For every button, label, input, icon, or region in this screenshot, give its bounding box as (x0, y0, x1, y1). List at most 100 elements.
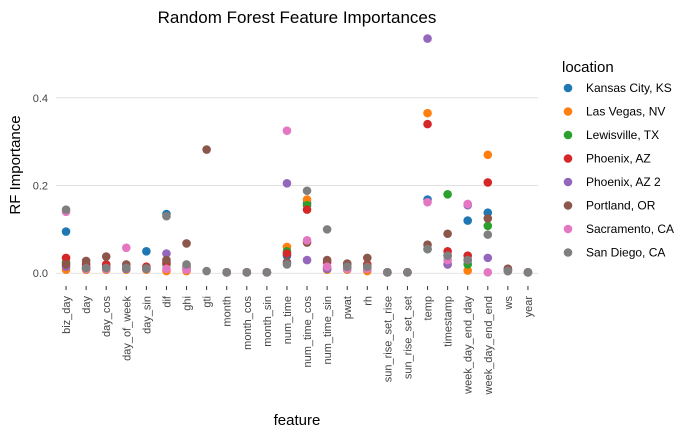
x-tick-label: ws (503, 296, 515, 311)
data-point (483, 214, 493, 223)
x-tick-label: timestamp (443, 296, 455, 347)
x-tick-label: day_of_week (121, 296, 133, 361)
data-point (463, 199, 473, 209)
legend-marker (563, 107, 573, 116)
data-point (242, 268, 252, 277)
data-point (463, 266, 473, 275)
data-point (202, 266, 211, 276)
data-point (121, 243, 131, 253)
data-point (162, 264, 171, 274)
x-tick-label: month_cos (242, 296, 254, 350)
data-point (202, 145, 211, 154)
x-tick-label: num_time (282, 296, 294, 344)
legend-marker (563, 177, 573, 187)
data-point (302, 205, 312, 214)
y-tick-label: 0.2 (33, 181, 48, 193)
data-point (142, 264, 151, 274)
chart-title: Random Forest Feature Importances (158, 8, 437, 27)
data-point (282, 179, 292, 188)
data-point (81, 263, 91, 273)
legend-label: Phoenix, AZ (586, 152, 651, 166)
data-point (222, 268, 232, 277)
legend: location Kansas City, KS Las Vegas, NV Lew… (562, 59, 674, 260)
x-tick-label: gti (202, 296, 214, 308)
x-tick-label: week_day_end_end (483, 296, 495, 395)
x-tick-label: month_sin (262, 296, 274, 347)
legend-label: Lewisville, TX (586, 128, 659, 142)
data-point (162, 255, 171, 265)
data-point (101, 252, 111, 261)
legend-marker (563, 248, 573, 257)
data-point (342, 262, 352, 271)
data-point (423, 34, 432, 43)
y-axis-ticks: 0.0 0.2 0.4 (33, 93, 48, 280)
legend-marker (563, 83, 573, 93)
x-tick-label: num_time_sin (322, 296, 334, 364)
x-axis-ticks: biz_day day day_cos day_of_week day_sin dif gh… (61, 286, 535, 395)
data-point (322, 255, 332, 265)
data-point (282, 249, 292, 258)
x-tick-label: day (81, 296, 93, 314)
x-tick-label: sun_rise_set_rise (382, 296, 394, 382)
data-point (423, 119, 432, 129)
data-point (503, 266, 513, 276)
data-point (483, 230, 493, 239)
data-point (443, 229, 452, 239)
data-point (61, 205, 71, 214)
legend-label: Kansas City, KS (586, 81, 672, 95)
data-point (61, 253, 71, 263)
data-point (162, 249, 171, 258)
data-point (322, 225, 332, 234)
data-point (362, 253, 372, 263)
data-point (483, 268, 493, 277)
data-point (81, 256, 91, 266)
data-point (443, 189, 452, 199)
x-tick-label: day_sin (141, 296, 153, 334)
data-point (162, 211, 171, 221)
data-point (463, 255, 473, 265)
data-point (61, 227, 71, 236)
data-points (61, 34, 533, 277)
data-point (302, 236, 312, 245)
x-axis-title: feature (274, 412, 321, 429)
x-tick-label: dif (161, 295, 173, 308)
data-point (443, 251, 452, 260)
data-point (282, 126, 292, 135)
data-point (403, 268, 412, 277)
x-tick-label: week_day_end_day (463, 296, 475, 395)
legend-marker (563, 130, 573, 140)
y-axis-title: RF Importance (7, 115, 24, 214)
data-point (61, 260, 71, 269)
data-point (121, 263, 131, 273)
legend-label: Phoenix, AZ 2 (586, 175, 661, 189)
x-tick-label: num_time_cos (302, 296, 314, 368)
legend-title: location (562, 59, 614, 76)
data-point (383, 268, 392, 277)
data-point (302, 255, 312, 265)
data-point (142, 246, 151, 256)
x-tick-label: year (523, 296, 535, 318)
legend-label: Portland, OR (586, 199, 656, 213)
legend-label: San Diego, CA (586, 246, 665, 260)
data-point (483, 253, 493, 263)
data-point (182, 260, 191, 269)
data-point (483, 221, 493, 231)
data-point (282, 260, 292, 269)
data-point (262, 268, 272, 277)
data-point (423, 244, 432, 254)
legend-label: Las Vegas, NV (586, 105, 665, 119)
x-tick-label: day_cos (101, 296, 113, 337)
data-point (302, 186, 312, 196)
legend-marker (563, 224, 573, 234)
x-tick-label: month (222, 296, 234, 327)
x-tick-label: ghi (182, 296, 194, 311)
data-point (483, 178, 493, 187)
x-tick-label: biz_day (61, 296, 73, 334)
data-point (483, 150, 493, 160)
data-point (322, 262, 332, 271)
data-point (423, 108, 432, 118)
legend-label: Sacramento, CA (586, 222, 674, 236)
legend-marker (563, 201, 573, 210)
data-point (463, 216, 473, 225)
